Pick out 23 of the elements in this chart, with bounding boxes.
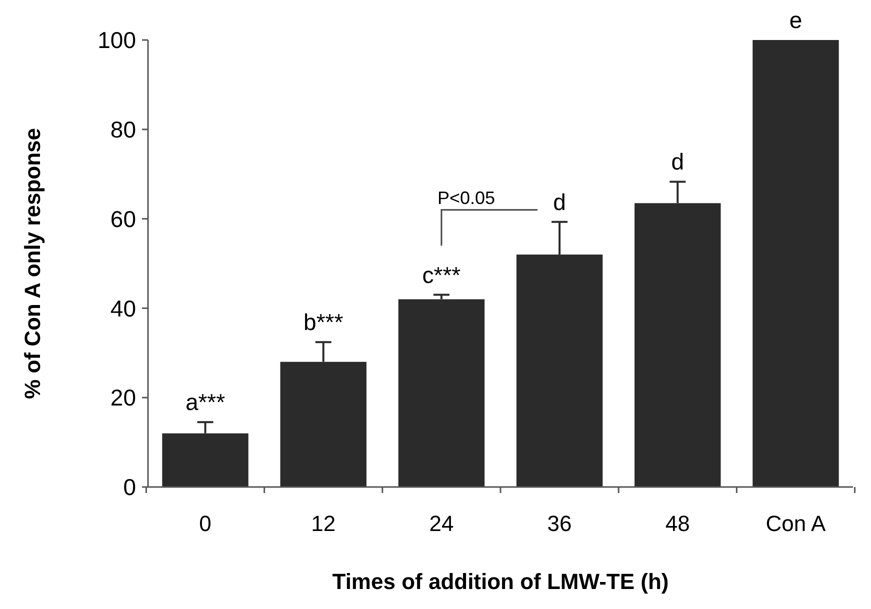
x-tick-label: 48 [665, 511, 690, 536]
y-tick-label: 20 [110, 384, 136, 411]
annotation: d [553, 188, 566, 215]
x-tick-label: 36 [547, 511, 572, 536]
bar [398, 299, 485, 487]
annotation: d [671, 148, 684, 175]
y-tick-label: 0 [123, 474, 136, 500]
x-tick-label: 0 [199, 511, 212, 536]
y-tick-label: 100 [98, 27, 136, 54]
annotation: a*** [185, 389, 226, 416]
x-axis-title: Times of addition of LMW-TE (h) [332, 569, 669, 594]
text: e [789, 7, 802, 33]
annotation: b*** [304, 309, 344, 336]
y-tick-label: 40 [110, 295, 136, 322]
bar [752, 40, 839, 487]
x-tick-label: Con A [766, 511, 826, 536]
y-tick-label: 60 [110, 206, 136, 232]
x-tick-label: 12 [311, 511, 336, 536]
x-tick-label: 24 [429, 511, 454, 536]
annotation: P<0.05 [437, 188, 496, 208]
y-tick-label: 80 [110, 116, 136, 142]
y-axis-title: % of Con A only response [20, 128, 45, 399]
annotation: c*** [422, 262, 461, 288]
